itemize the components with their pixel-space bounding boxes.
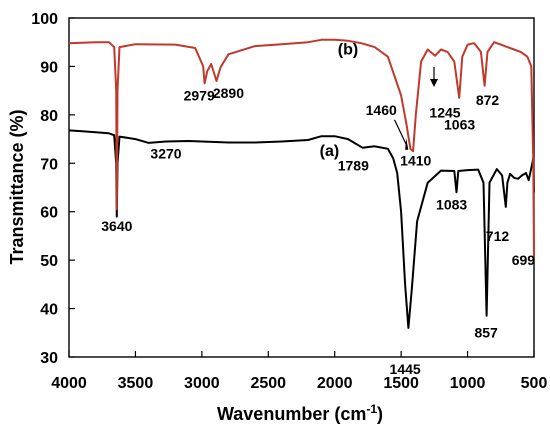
peak-label-857: 857 [474,325,498,341]
y-tick-label: 40 [40,302,58,319]
series-line-b [68,38,535,261]
peak-label-872: 872 [476,92,500,108]
x-tick-label: 1000 [450,375,486,392]
series-line-a [68,129,535,329]
x-axis-title-main: Wavenumber (cm [217,404,366,424]
peak-label-2890: 2890 [213,85,244,101]
y-axis: 30 40 50 60 70 80 90 100 [31,11,75,367]
x-tick-label: 3500 [118,375,154,392]
x-axis-title-superscript: -1 [366,402,377,416]
y-tick-label: 90 [40,59,58,76]
x-tick-label: 4000 [51,375,87,392]
peak-label-3640: 3640 [101,218,132,234]
arrow-1245-head [430,79,438,87]
x-tick-label: 500 [521,375,548,392]
arrow-1460 [393,119,408,147]
series-layer: (a) (b) [68,38,535,329]
x-tick-label: 2000 [317,375,353,392]
peak-label-1445: 1445 [390,361,421,377]
x-tick-label: 1500 [383,375,419,392]
y-tick-label: 100 [31,11,58,28]
series-label: (b) [338,41,358,58]
y-tick-label: 30 [40,350,58,367]
plot-frame [68,17,535,358]
arrow-1460-head [405,138,409,150]
series-label: (a) [320,143,340,160]
x-axis-title: Wavenumber (cm-1) [217,402,383,424]
y-tick-label: 80 [40,108,58,125]
peak-label-1063: 1063 [444,116,475,132]
peak-label-1789: 1789 [338,158,369,174]
y-tick-label: 70 [40,156,58,173]
peak-label-1460: 1460 [366,102,397,118]
peak-label-2979: 2979 [184,87,215,103]
peak-label-712: 712 [486,228,510,244]
x-axis: 4000 3500 3000 2500 2000 1500 1000 500 [51,351,547,392]
peak-label-1083: 1083 [436,196,467,212]
peak-label-1410: 1410 [400,153,431,169]
y-tick-label: 60 [40,205,58,222]
x-axis-title-close: ) [377,404,383,424]
x-tick-label: 2500 [250,375,286,392]
peak-label-699: 699 [512,252,536,268]
y-tick-label: 50 [40,253,58,270]
x-tick-label: 3000 [184,375,220,392]
peak-label-1245: 1245 [429,104,460,120]
y-axis-title: Transmittance (%) [7,109,27,264]
peak-label-3270: 3270 [150,145,181,161]
